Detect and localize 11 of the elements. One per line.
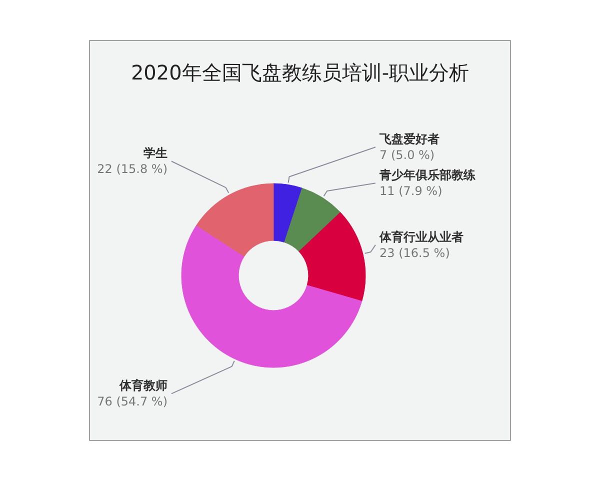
chart-title: 2020年全国飞盘教练员培训-职业分析 [130, 60, 470, 84]
data-label: 76 (54.7 %) [97, 394, 168, 409]
data-label: 11 (7.9 %) [380, 184, 442, 198]
slice-label: 学生 [144, 146, 168, 160]
data-label: 23 (16.5 %) [380, 246, 450, 260]
slice-label: 体育行业从业者 [378, 230, 464, 244]
data-label: 22 (15.8 %) [97, 162, 168, 176]
slice-label: 飞盘爱好者 [378, 132, 440, 146]
data-label: 7 (5.0 %) [380, 148, 435, 162]
slice-label: 青少年俱乐部教练 [378, 168, 476, 182]
slice-label: 体育教师 [118, 378, 168, 393]
